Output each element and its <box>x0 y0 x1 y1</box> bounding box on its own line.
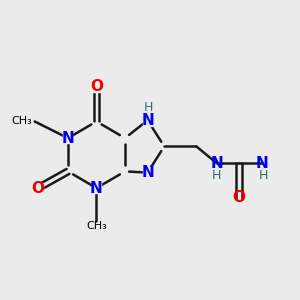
Text: CH₃: CH₃ <box>86 221 107 231</box>
Text: N: N <box>141 165 154 180</box>
Bar <box>63 133 73 143</box>
Text: N: N <box>255 156 268 171</box>
Text: H: H <box>212 169 221 182</box>
Text: H: H <box>258 169 268 182</box>
Text: O: O <box>32 181 45 196</box>
Bar <box>92 82 101 92</box>
Text: N: N <box>210 156 223 171</box>
Bar <box>143 115 152 126</box>
Bar <box>34 183 43 194</box>
Text: N: N <box>61 130 74 146</box>
Text: O: O <box>233 190 246 205</box>
Text: O: O <box>90 80 103 94</box>
Text: N: N <box>141 113 154 128</box>
Text: H: H <box>144 101 154 114</box>
Text: N: N <box>90 181 103 196</box>
Text: CH₃: CH₃ <box>11 116 32 127</box>
Bar <box>92 183 101 194</box>
Bar <box>143 167 152 178</box>
